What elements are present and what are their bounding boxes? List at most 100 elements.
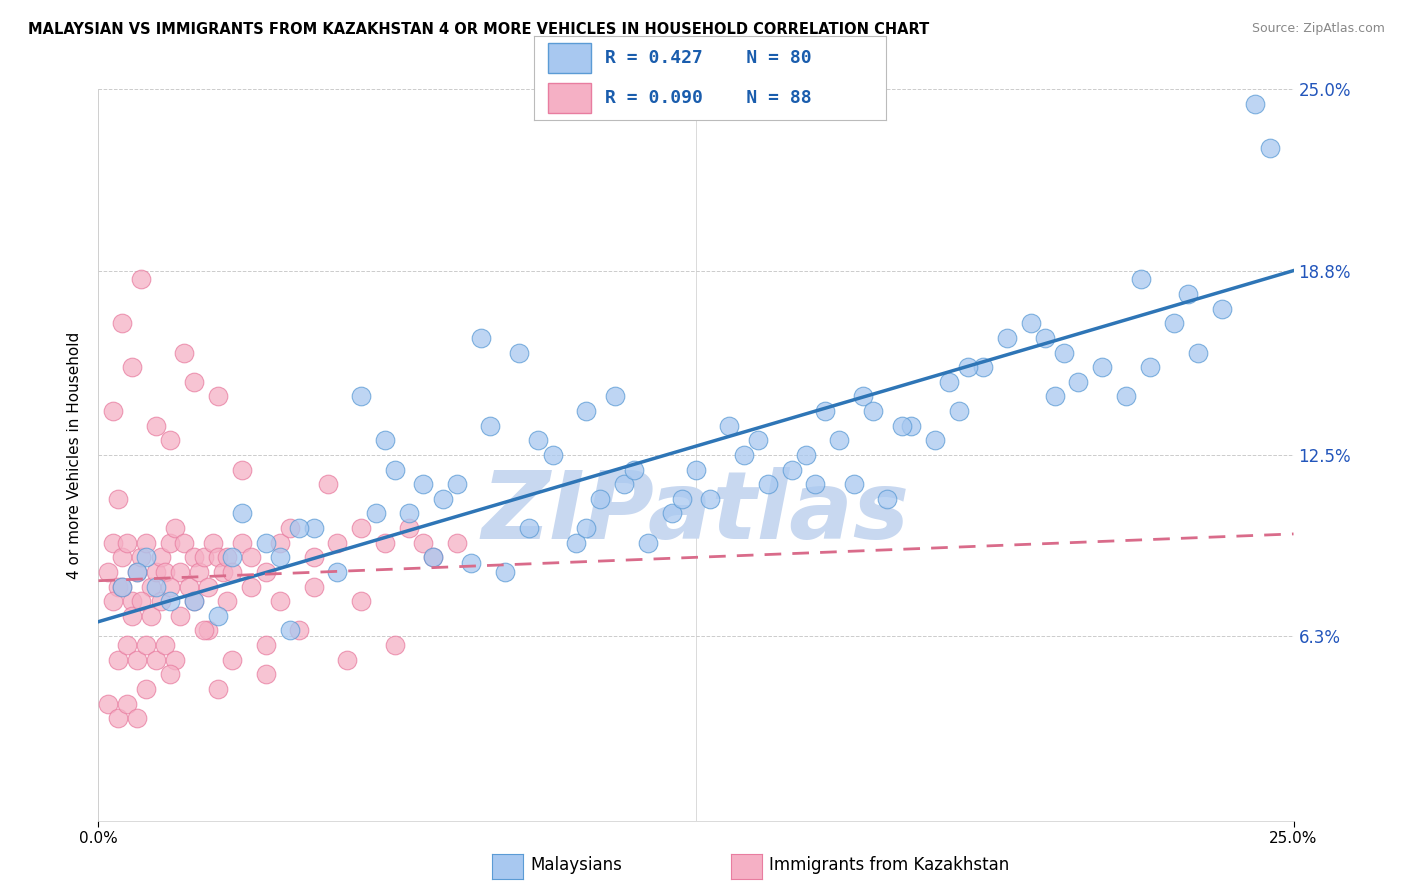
Point: [508, 345, 530, 359]
Point: [145, 418, 167, 433]
Point: [900, 418, 922, 433]
Point: [169, 565, 191, 579]
Point: [97, 565, 120, 579]
Point: [828, 434, 851, 448]
Point: [852, 389, 875, 403]
Point: [187, 565, 209, 579]
Point: [115, 638, 138, 652]
Point: [135, 681, 157, 696]
Point: [163, 653, 186, 667]
Point: [231, 462, 253, 476]
Point: [183, 375, 205, 389]
Point: [302, 550, 325, 565]
Point: [207, 389, 229, 403]
Point: [364, 507, 387, 521]
Point: [202, 535, 225, 549]
Point: [1244, 96, 1267, 111]
Text: Source: ZipAtlas.com: Source: ZipAtlas.com: [1251, 22, 1385, 36]
Point: [1258, 141, 1281, 155]
Point: [149, 550, 172, 565]
Point: [517, 521, 540, 535]
Point: [575, 521, 598, 535]
Point: [446, 535, 468, 549]
Point: [135, 550, 157, 565]
Point: [197, 580, 219, 594]
Point: [135, 638, 157, 652]
Point: [747, 434, 769, 448]
Point: [1129, 272, 1152, 286]
Point: [173, 345, 195, 359]
Point: [565, 535, 588, 549]
Point: [111, 550, 134, 565]
Point: [159, 594, 181, 608]
Point: [412, 477, 434, 491]
Point: [131, 272, 153, 286]
Point: [163, 521, 186, 535]
Point: [412, 535, 434, 549]
Text: R = 0.090    N = 88: R = 0.090 N = 88: [605, 88, 811, 106]
Point: [221, 550, 243, 565]
Point: [374, 535, 396, 549]
Point: [432, 491, 454, 506]
Point: [637, 535, 659, 549]
Point: [1163, 316, 1185, 330]
Point: [145, 565, 167, 579]
Point: [1019, 316, 1042, 330]
Point: [842, 477, 865, 491]
Point: [470, 331, 492, 345]
Point: [479, 418, 502, 433]
Point: [603, 389, 626, 403]
Point: [862, 404, 884, 418]
Point: [814, 404, 837, 418]
Point: [269, 594, 291, 608]
Point: [780, 462, 803, 476]
Point: [125, 711, 148, 725]
Point: [121, 594, 143, 608]
Point: [193, 550, 215, 565]
Point: [221, 653, 243, 667]
Point: [1211, 301, 1233, 316]
Point: [316, 477, 339, 491]
Point: [398, 521, 420, 535]
Point: [159, 535, 181, 549]
Point: [155, 638, 177, 652]
Point: [350, 389, 373, 403]
Point: [1067, 375, 1090, 389]
Point: [107, 580, 129, 594]
Point: [1043, 389, 1066, 403]
Point: [288, 624, 311, 638]
Point: [1139, 360, 1161, 375]
Point: [207, 608, 229, 623]
Point: [131, 550, 153, 565]
Point: [135, 535, 157, 549]
Point: [623, 462, 645, 476]
Point: [107, 491, 129, 506]
Point: [995, 331, 1018, 345]
Point: [139, 580, 162, 594]
Point: [97, 697, 120, 711]
Point: [374, 434, 396, 448]
Point: [398, 507, 420, 521]
Point: [326, 535, 349, 549]
Point: [145, 580, 167, 594]
Point: [350, 521, 373, 535]
Point: [107, 711, 129, 725]
Point: [221, 565, 243, 579]
Point: [350, 594, 373, 608]
Point: [169, 608, 191, 623]
Point: [288, 521, 311, 535]
Point: [804, 477, 827, 491]
Text: Immigrants from Kazakhstan: Immigrants from Kazakhstan: [769, 856, 1010, 874]
Point: [183, 594, 205, 608]
Point: [101, 594, 124, 608]
Point: [756, 477, 779, 491]
Point: [384, 462, 406, 476]
Point: [211, 565, 233, 579]
Point: [107, 653, 129, 667]
Point: [278, 624, 301, 638]
Point: [101, 535, 124, 549]
Point: [948, 404, 970, 418]
Point: [699, 491, 721, 506]
Point: [159, 667, 181, 681]
Point: [231, 507, 253, 521]
